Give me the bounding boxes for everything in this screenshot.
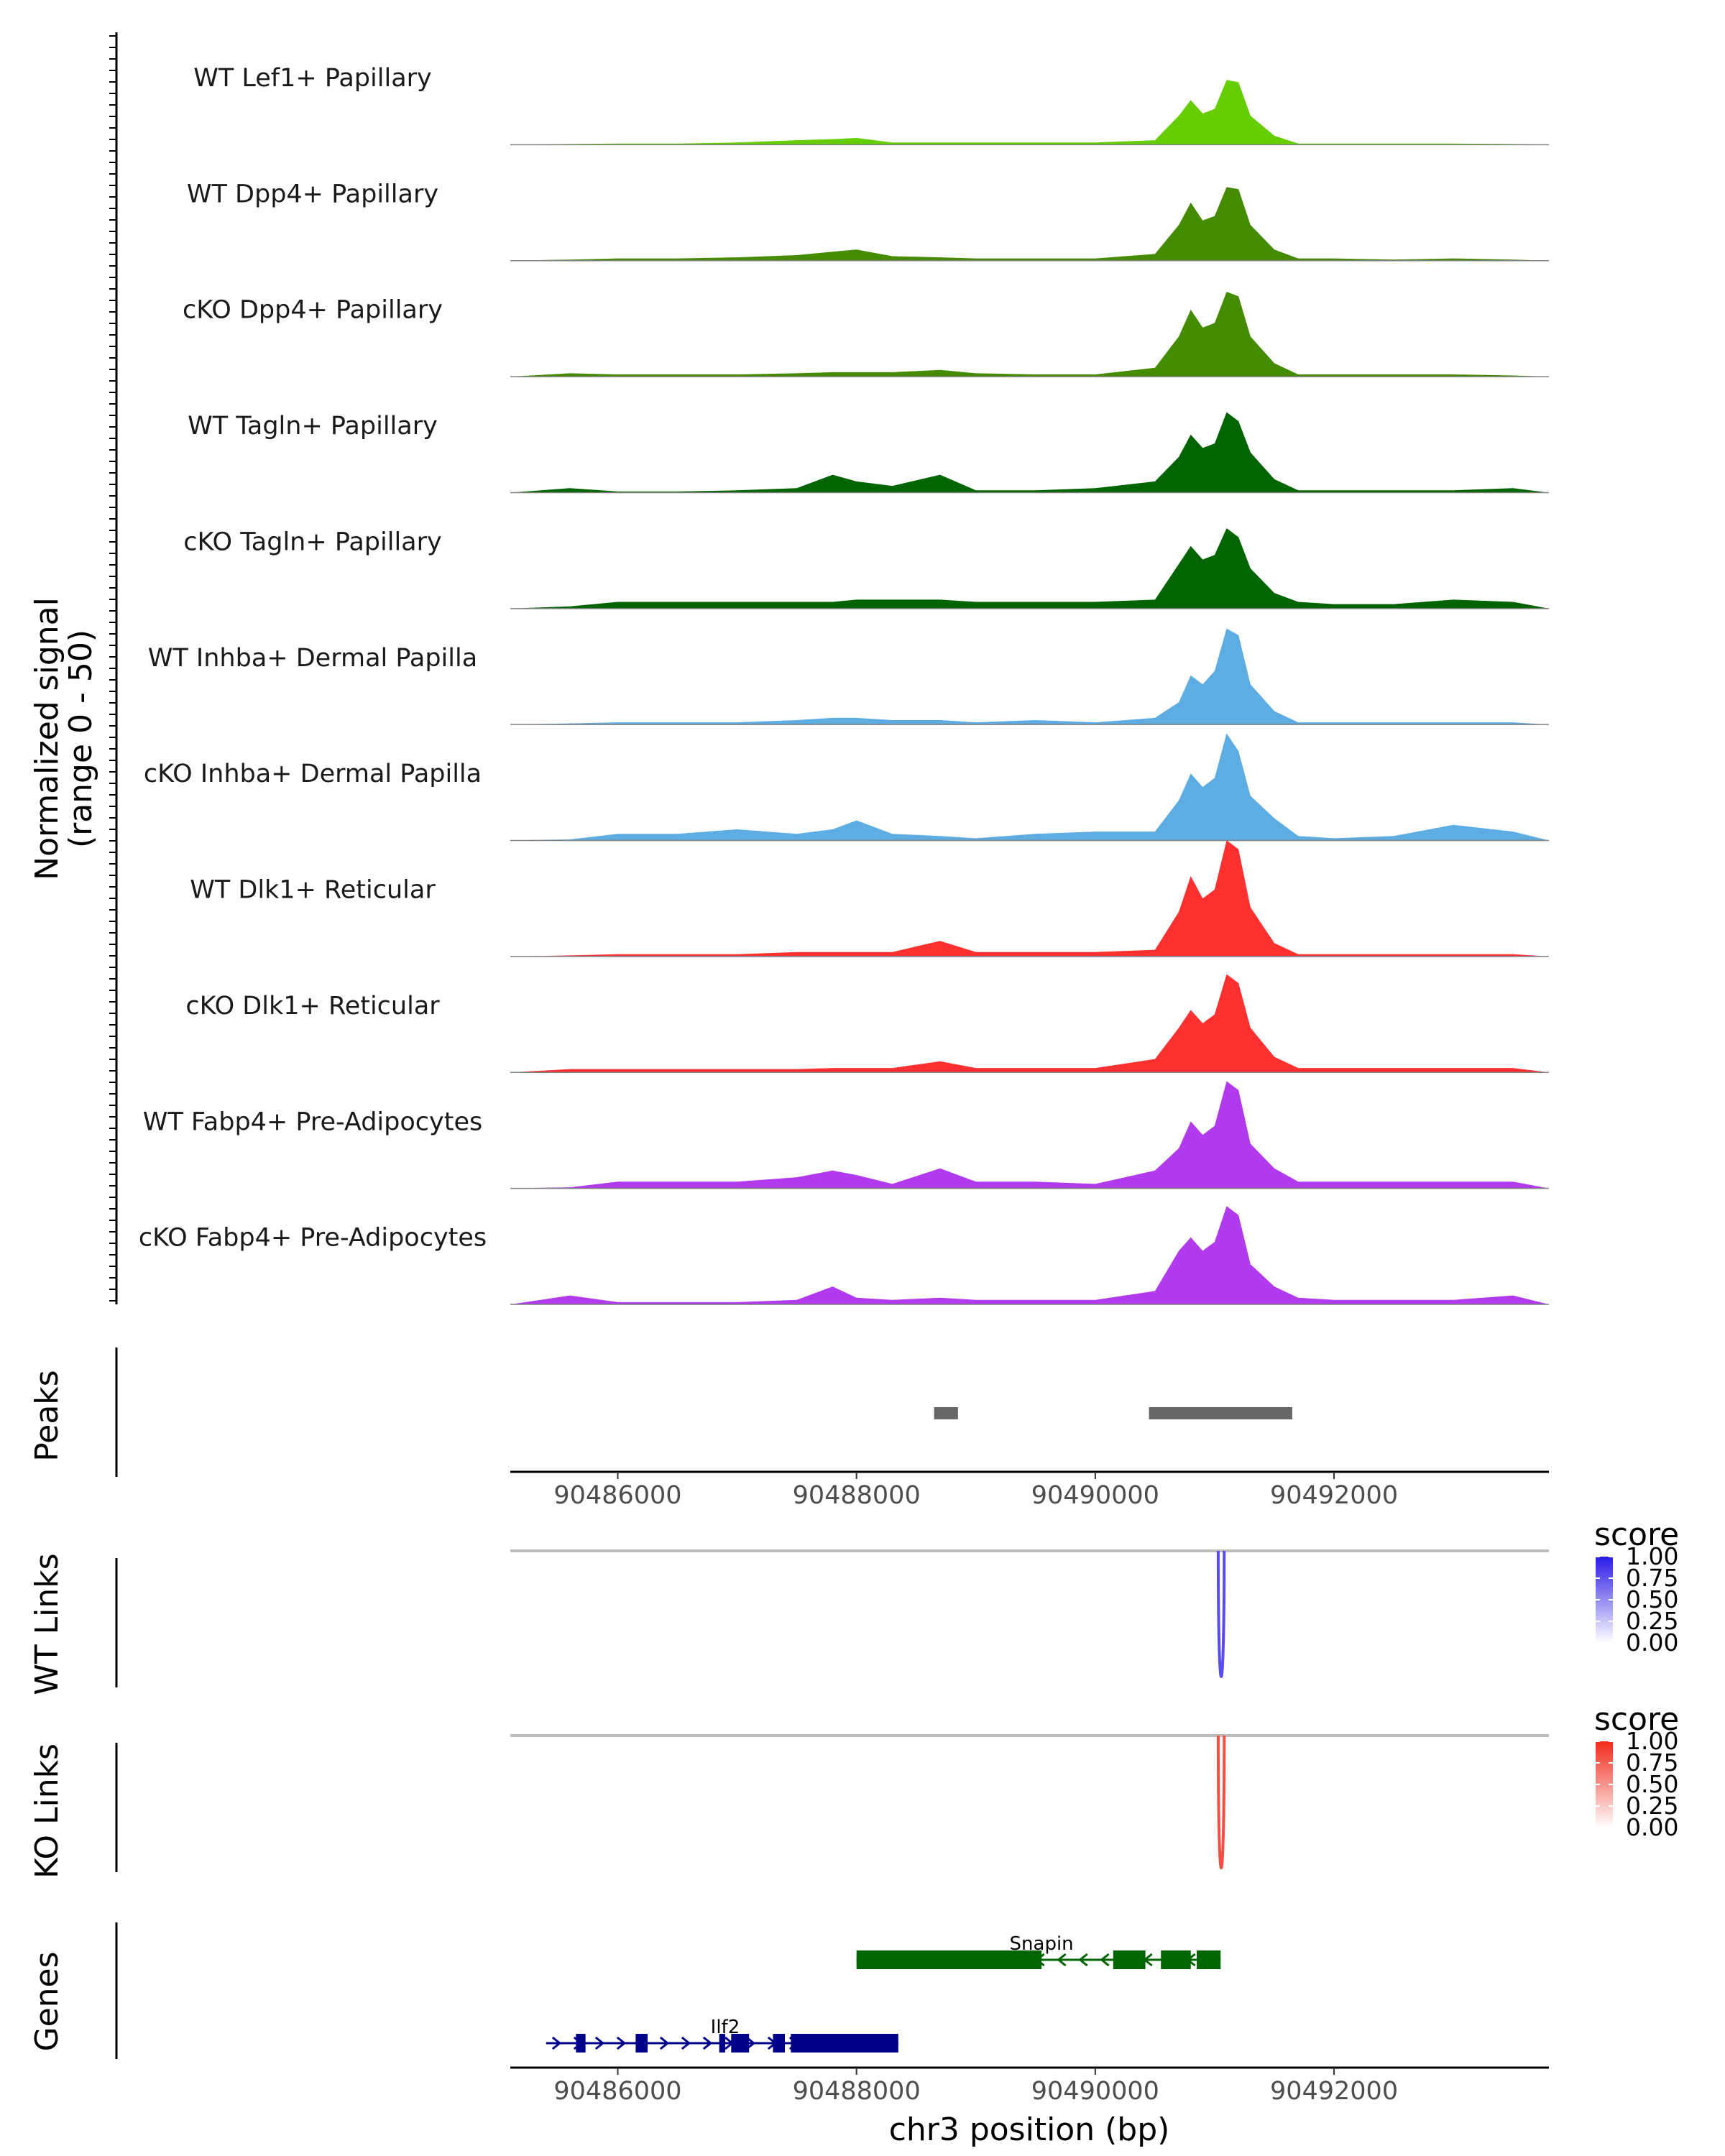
- coverage-ylabel-line1: Normalized signal: [29, 597, 65, 880]
- track-wt-inhba-dermal-papilla: WT Inhba+ Dermal Papilla: [148, 628, 1549, 725]
- coverage-tracks: WT Lef1+ Papillary WT Dpp4+ Papillary cKO …: [139, 64, 1549, 1305]
- coverage-area-wt-inhba-dermal-papilla: [510, 628, 1549, 725]
- track-cko-tagln-papillary: cKO Tagln+ Papillary: [183, 528, 1549, 609]
- coverage-area-wt-tagln-papillary: [510, 412, 1549, 493]
- x-tick-label: 90488000: [793, 2077, 921, 2106]
- x-tick-label: 90492000: [1270, 1481, 1398, 1510]
- gene-exon: [635, 2034, 648, 2053]
- genes-label: Genes: [29, 1951, 65, 2051]
- coverage-ylabel-line2: (range 0 - 50): [63, 630, 99, 848]
- strand-arrow: [551, 2036, 562, 2050]
- legend-tick-label: 0.25: [1626, 1607, 1678, 1635]
- coverage-area-cko-fabp4-pre-adipocytes: [510, 1206, 1549, 1304]
- track-label: cKO Dlk1+ Reticular: [185, 992, 440, 1021]
- legend-tick-label: 0.50: [1626, 1585, 1678, 1613]
- gene-ilf2: Ilf2: [546, 2017, 898, 2053]
- track-label: WT Inhba+ Dermal Papilla: [148, 644, 477, 673]
- track-label: WT Dpp4+ Papillary: [187, 180, 438, 208]
- strand-arrow: [659, 2036, 670, 2050]
- gene-exon: [1161, 1950, 1191, 1969]
- track-wt-tagln-papillary: WT Tagln+ Papillary: [188, 412, 1549, 494]
- legend-tick-label: 0.75: [1626, 1564, 1678, 1592]
- link-arc: [1216, 1735, 1226, 1869]
- track-wt-dpp4-papillary: WT Dpp4+ Papillary: [187, 180, 1549, 262]
- coverage-area-cko-inhba-dermal-papilla: [510, 733, 1549, 841]
- gene-exon: [791, 2034, 898, 2053]
- track-label: cKO Dpp4+ Papillary: [183, 296, 443, 325]
- coverage-area-wt-lef1-papillary: [510, 80, 1549, 145]
- track-cko-dpp4-papillary: cKO Dpp4+ Papillary: [183, 292, 1549, 377]
- links-tracks: score1.000.750.500.250.00score1.000.750.…: [115, 1516, 1679, 1872]
- coverage-area-cko-dpp4-papillary: [510, 292, 1549, 377]
- coverage-area-wt-dlk1-reticular: [510, 840, 1549, 957]
- gene-exon: [719, 2034, 725, 2053]
- peaks-track: [115, 1348, 1292, 1477]
- peaks-label: Peaks: [29, 1370, 65, 1461]
- wt-links-label: WT Links: [29, 1553, 65, 1695]
- coverage-area-cko-dlk1-reticular: [510, 974, 1549, 1073]
- legend-tick-label: 0.75: [1626, 1749, 1678, 1777]
- gene-name-label: Snapin: [1010, 1933, 1074, 1955]
- gene-exon: [856, 1950, 1042, 1969]
- legend-tick-label: 1.00: [1626, 1727, 1678, 1755]
- x-axis-bottom: 90486000 90488000 90490000 90492000: [510, 2066, 1549, 2106]
- track-label: cKO Inhba+ Dermal Papilla: [144, 760, 482, 788]
- track-label: cKO Fabp4+ Pre-Adipocytes: [139, 1224, 487, 1253]
- gene-exon: [1113, 1950, 1146, 1969]
- track-label: WT Fabp4+ Pre-Adipocytes: [143, 1107, 482, 1136]
- track-wt-lef1-papillary: WT Lef1+ Papillary: [193, 64, 1549, 146]
- legend-tick-label: 0.25: [1626, 1792, 1678, 1820]
- x-tick-label: 90490000: [1031, 2077, 1159, 2106]
- track-wt-fabp4-pre-adipocytes: WT Fabp4+ Pre-Adipocytes: [143, 1081, 1549, 1189]
- x-tick-label: 90488000: [793, 1481, 921, 1510]
- gene-exon: [576, 2034, 586, 2053]
- x-tick-label: 90490000: [1031, 1481, 1159, 1510]
- peak-interval: [1149, 1407, 1292, 1419]
- track-cko-fabp4-pre-adipocytes: cKO Fabp4+ Pre-Adipocytes: [139, 1206, 1549, 1305]
- track-label: WT Lef1+ Papillary: [193, 64, 432, 93]
- link-arc: [1216, 1550, 1226, 1679]
- genes-track: Snapin Ilf2: [115, 1922, 1221, 2059]
- track-wt-dlk1-reticular: WT Dlk1+ Reticular: [190, 840, 1549, 957]
- track-label: WT Dlk1+ Reticular: [190, 876, 436, 905]
- strand-arrow: [594, 2036, 605, 2050]
- strand-arrow: [616, 2036, 627, 2050]
- legend-tick-label: 1.00: [1626, 1542, 1678, 1570]
- x-tick-label: 90486000: [553, 2077, 681, 2106]
- strand-arrow: [1057, 1953, 1067, 1967]
- coverage-area-cko-tagln-papillary: [510, 528, 1549, 609]
- track-cko-inhba-dermal-papilla: cKO Inhba+ Dermal Papilla: [144, 733, 1549, 842]
- peak-interval: [934, 1407, 958, 1419]
- track-cko-dlk1-reticular: cKO Dlk1+ Reticular: [185, 974, 1549, 1074]
- coverage-y-axis: [109, 32, 118, 1304]
- gene-name-label: Ilf2: [711, 2017, 740, 2038]
- legend-tick-label: 0.00: [1626, 1813, 1678, 1841]
- legend-tick-label: 0.00: [1626, 1628, 1678, 1657]
- coverage-area-wt-fabp4-pre-adipocytes: [510, 1081, 1549, 1189]
- track-label: WT Tagln+ Papillary: [188, 412, 438, 441]
- gene-exon: [773, 2034, 786, 2053]
- ko-links-label: KO Links: [29, 1743, 65, 1879]
- x-tick-label: 90492000: [1270, 2077, 1398, 2106]
- gene-exon: [731, 2034, 750, 2053]
- legend-title: score: [1594, 1701, 1679, 1738]
- x-tick-label: 90486000: [553, 1481, 681, 1510]
- strand-arrow: [681, 2036, 691, 2050]
- x-axis-top: 90486000 90488000 90490000 90492000: [510, 1470, 1549, 1510]
- legend-title: score: [1594, 1516, 1679, 1553]
- x-axis-title: chr3 position (bp): [889, 2111, 1170, 2148]
- strand-arrow: [702, 2036, 713, 2050]
- strand-arrow: [1078, 1953, 1088, 1967]
- coverage-area-wt-dpp4-papillary: [510, 187, 1549, 261]
- strand-arrow: [1100, 1953, 1110, 1967]
- gene-snapin: Snapin: [856, 1933, 1221, 1969]
- track-label: cKO Tagln+ Papillary: [183, 528, 442, 556]
- gene-exon: [1197, 1950, 1221, 1969]
- legend-tick-label: 0.50: [1626, 1770, 1678, 1798]
